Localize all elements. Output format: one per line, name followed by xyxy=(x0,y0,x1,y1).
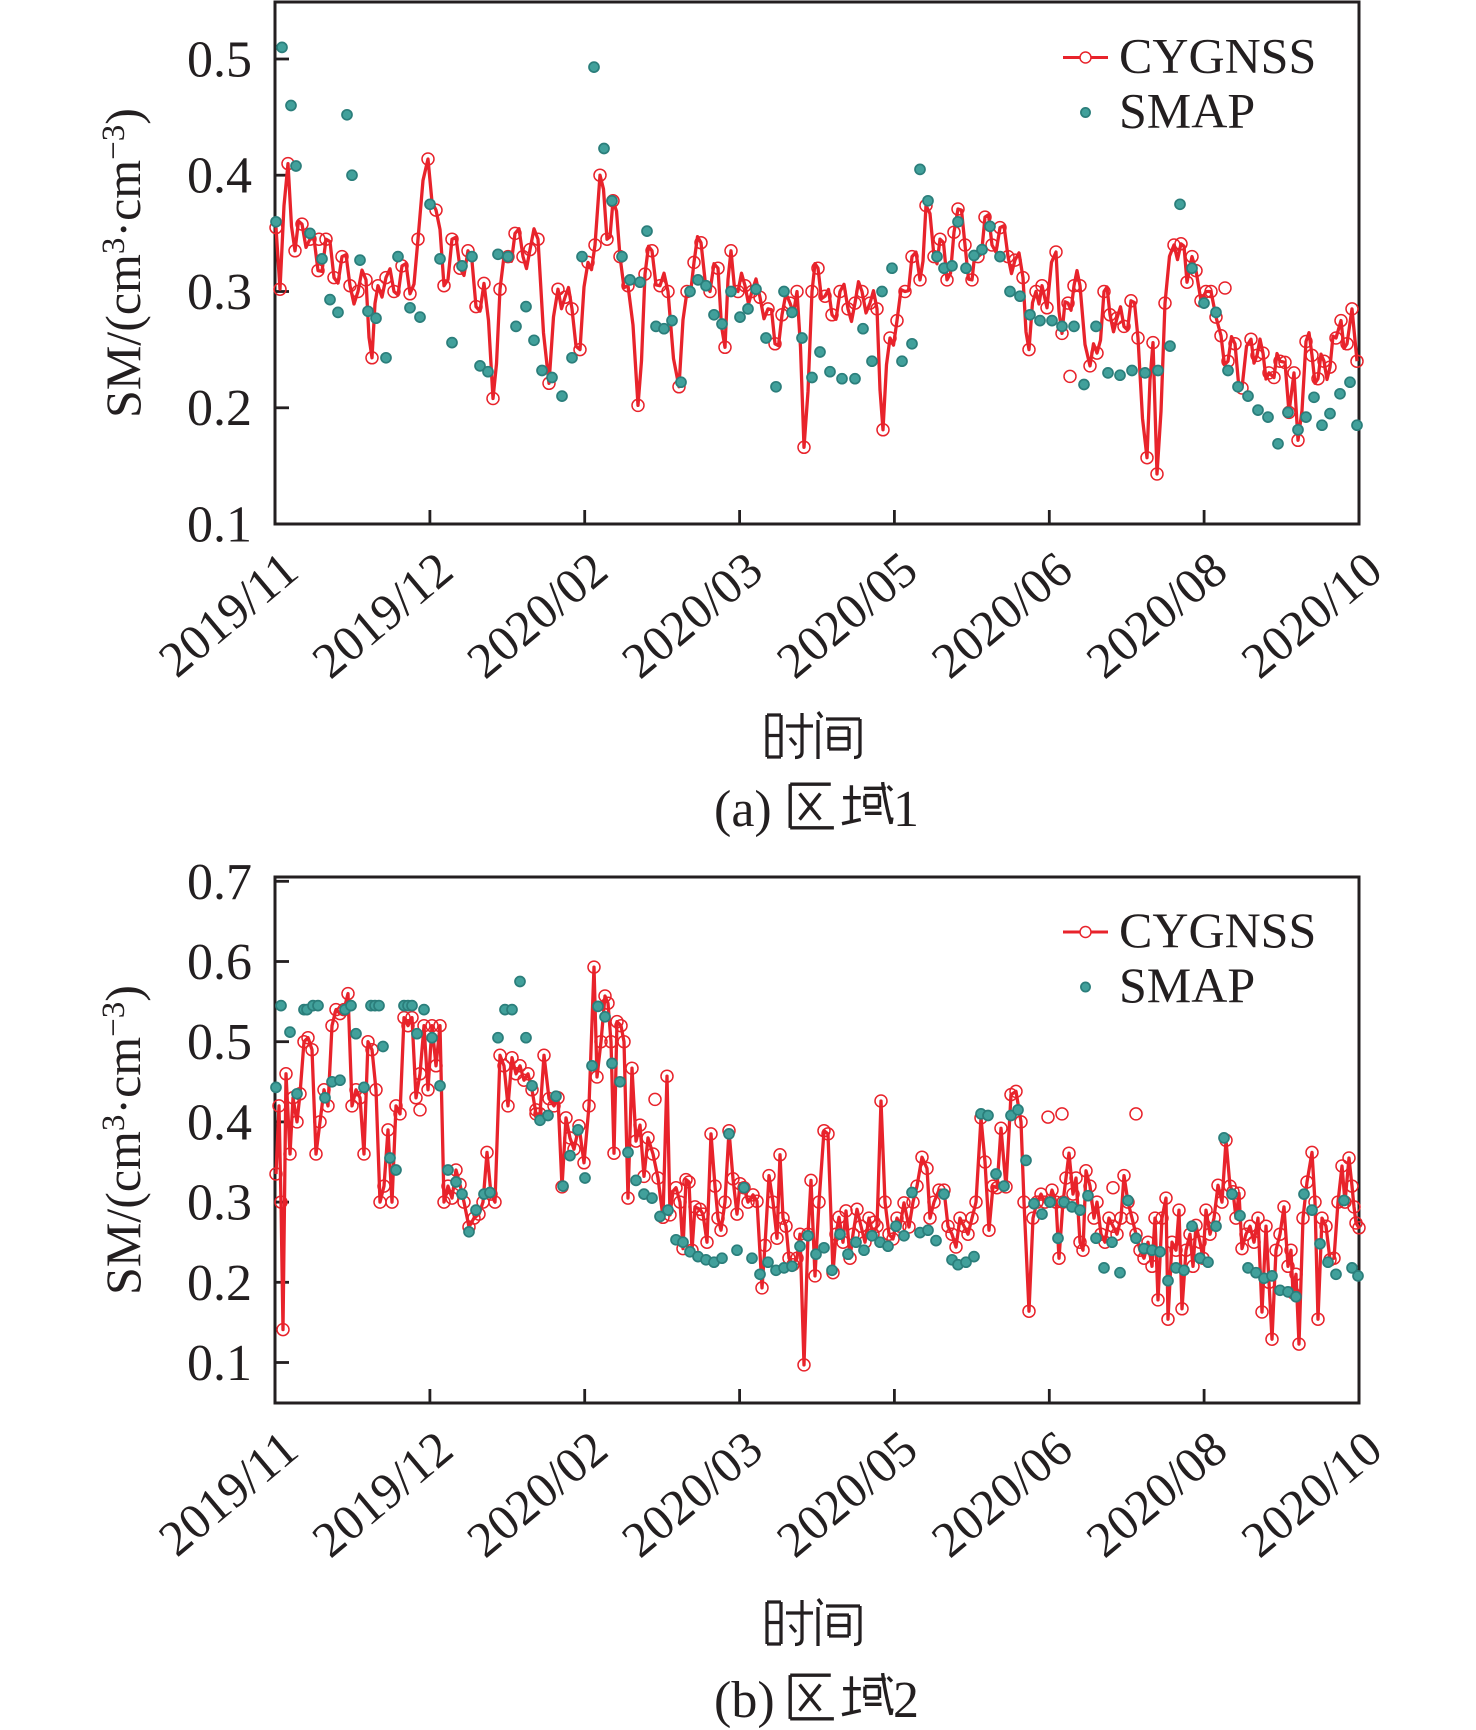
svg-text:0.2: 0.2 xyxy=(187,380,252,437)
svg-text:SMAP: SMAP xyxy=(1119,83,1255,139)
svg-text:2: 2 xyxy=(893,1672,919,1729)
svg-text:SMAP: SMAP xyxy=(1119,957,1255,1013)
svg-text:0.1: 0.1 xyxy=(187,1335,252,1392)
svg-text:CYGNSS: CYGNSS xyxy=(1119,28,1316,84)
svg-text:0.4: 0.4 xyxy=(187,1094,252,1151)
svg-text:1: 1 xyxy=(893,781,919,838)
svg-text:CYGNSS: CYGNSS xyxy=(1119,902,1316,958)
svg-text:0.5: 0.5 xyxy=(187,1014,252,1071)
svg-text:0.5: 0.5 xyxy=(187,32,252,89)
svg-text:(b): (b) xyxy=(714,1672,775,1729)
svg-text:(a): (a) xyxy=(714,781,772,838)
svg-text:0.4: 0.4 xyxy=(187,148,252,205)
svg-text:0.3: 0.3 xyxy=(187,264,252,321)
svg-text:0.7: 0.7 xyxy=(187,854,252,911)
svg-text:0.2: 0.2 xyxy=(187,1255,252,1312)
svg-text:0.3: 0.3 xyxy=(187,1175,252,1232)
svg-text:0.6: 0.6 xyxy=(187,934,252,991)
svg-text:0.1: 0.1 xyxy=(187,497,252,554)
